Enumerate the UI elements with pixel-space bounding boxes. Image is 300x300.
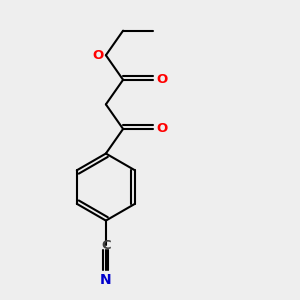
Text: O: O [93, 49, 104, 62]
Text: O: O [157, 122, 168, 136]
Text: C: C [101, 239, 111, 252]
Text: O: O [157, 73, 168, 86]
Text: N: N [100, 273, 112, 287]
